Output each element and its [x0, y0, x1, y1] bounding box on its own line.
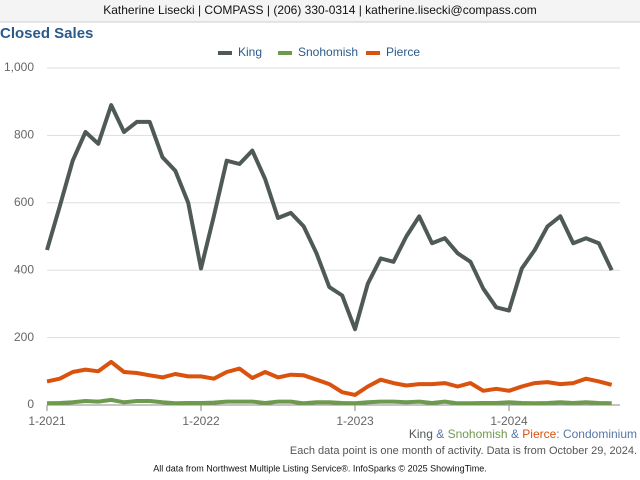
segment-part: &	[508, 427, 523, 441]
series-line	[46, 397, 612, 406]
y-tick-label: 1,000	[4, 60, 34, 74]
x-tick-label: 1-2022	[182, 414, 220, 428]
segment-part: &	[433, 427, 448, 441]
segment-label: King & Snohomish & Pierce: Condominium	[409, 427, 637, 441]
y-tick-label: 400	[14, 262, 34, 276]
series-line	[46, 359, 613, 397]
legend-label: Pierce	[386, 45, 420, 59]
header: Katherine Lisecki | COMPASS | (206) 330-…	[103, 3, 537, 17]
segment-part: : Condominium	[556, 427, 637, 441]
note: Each data point is one month of activity…	[290, 445, 637, 457]
series-line	[45, 103, 614, 332]
y-tick-label: 200	[14, 330, 34, 344]
segment-part: King	[409, 427, 433, 441]
y-tick-label: 800	[14, 128, 34, 142]
x-tick-label: 1-2024	[490, 414, 528, 428]
legend-label: King	[238, 45, 262, 59]
x-tick-label: 1-2023	[336, 414, 374, 428]
y-tick-label: 0	[27, 397, 34, 411]
legend-label: Snohomish	[298, 45, 358, 59]
x-tick-label: 1-2021	[28, 414, 66, 428]
y-tick-label: 600	[14, 195, 34, 209]
chart-title: Closed Sales	[0, 25, 93, 42]
header-bar	[0, 0, 640, 22]
source: All data from Northwest Multiple Listing…	[153, 463, 487, 473]
segment-part: Pierce	[522, 427, 556, 441]
segment-part: Snohomish	[448, 427, 508, 441]
